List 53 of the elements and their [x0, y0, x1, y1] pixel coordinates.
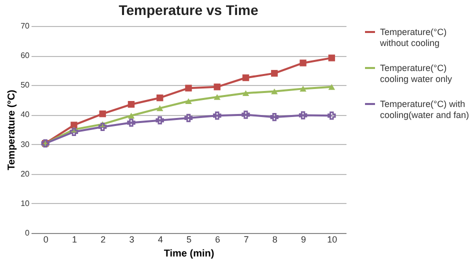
- point: [298, 111, 308, 120]
- x-tick-label: 5: [186, 234, 192, 244]
- legend-label: Temperature(°C) without cooling: [379, 27, 447, 48]
- x-tick-label: 9: [301, 234, 306, 244]
- point: [128, 112, 135, 119]
- y-tick-label: 60: [20, 51, 30, 60]
- x-tick-label: 2: [100, 234, 106, 244]
- legend-label: Temperature(°C) with cooling(water and fan): [380, 99, 470, 120]
- point: [184, 114, 193, 122]
- point: [300, 60, 306, 66]
- point: [271, 70, 278, 77]
- point: [98, 122, 107, 131]
- y-tick-label: 10: [20, 198, 30, 208]
- point: [128, 101, 135, 108]
- y-tick-label: 30: [20, 140, 30, 149]
- x-axis-title: Time (min): [164, 248, 214, 260]
- point: [242, 90, 250, 96]
- x-tick-label: 4: [158, 234, 163, 244]
- y-tick-label: 40: [20, 110, 30, 120]
- y-axis-title: Temperature (°C): [6, 90, 18, 170]
- point: [300, 86, 306, 92]
- point: [270, 112, 279, 122]
- y-tick-label: 20: [20, 169, 30, 178]
- point: [242, 110, 250, 119]
- point: [328, 84, 336, 90]
- point: [271, 88, 278, 94]
- point: [214, 94, 220, 100]
- y-tick-label: 0: [25, 228, 30, 238]
- x-tick-label: 1: [72, 234, 77, 244]
- point: [213, 111, 222, 120]
- y-tick-label: 70: [20, 22, 30, 30]
- x-tick-label: 0: [43, 234, 48, 244]
- x-tick-label: 8: [272, 234, 278, 244]
- point: [156, 105, 164, 112]
- point: [156, 116, 164, 124]
- point: [70, 122, 78, 128]
- point: [127, 118, 136, 127]
- x-tick-label: 7: [244, 234, 249, 244]
- x-tick-label: 10: [327, 234, 338, 244]
- point: [99, 110, 106, 118]
- point: [214, 84, 220, 90]
- x-tick-label: 6: [215, 234, 220, 244]
- y-tick-label: 50: [20, 80, 30, 90]
- point: [328, 111, 336, 120]
- point: [185, 84, 192, 92]
- point: [328, 54, 336, 62]
- legend-label: Temperature(°C) cooling water only: [380, 63, 453, 84]
- point: [156, 94, 164, 102]
- point: [70, 128, 78, 136]
- x-tick-label: 3: [129, 234, 134, 244]
- chart-title: Temperature vs Time: [118, 2, 258, 18]
- point: [185, 98, 192, 104]
- point: [242, 74, 250, 82]
